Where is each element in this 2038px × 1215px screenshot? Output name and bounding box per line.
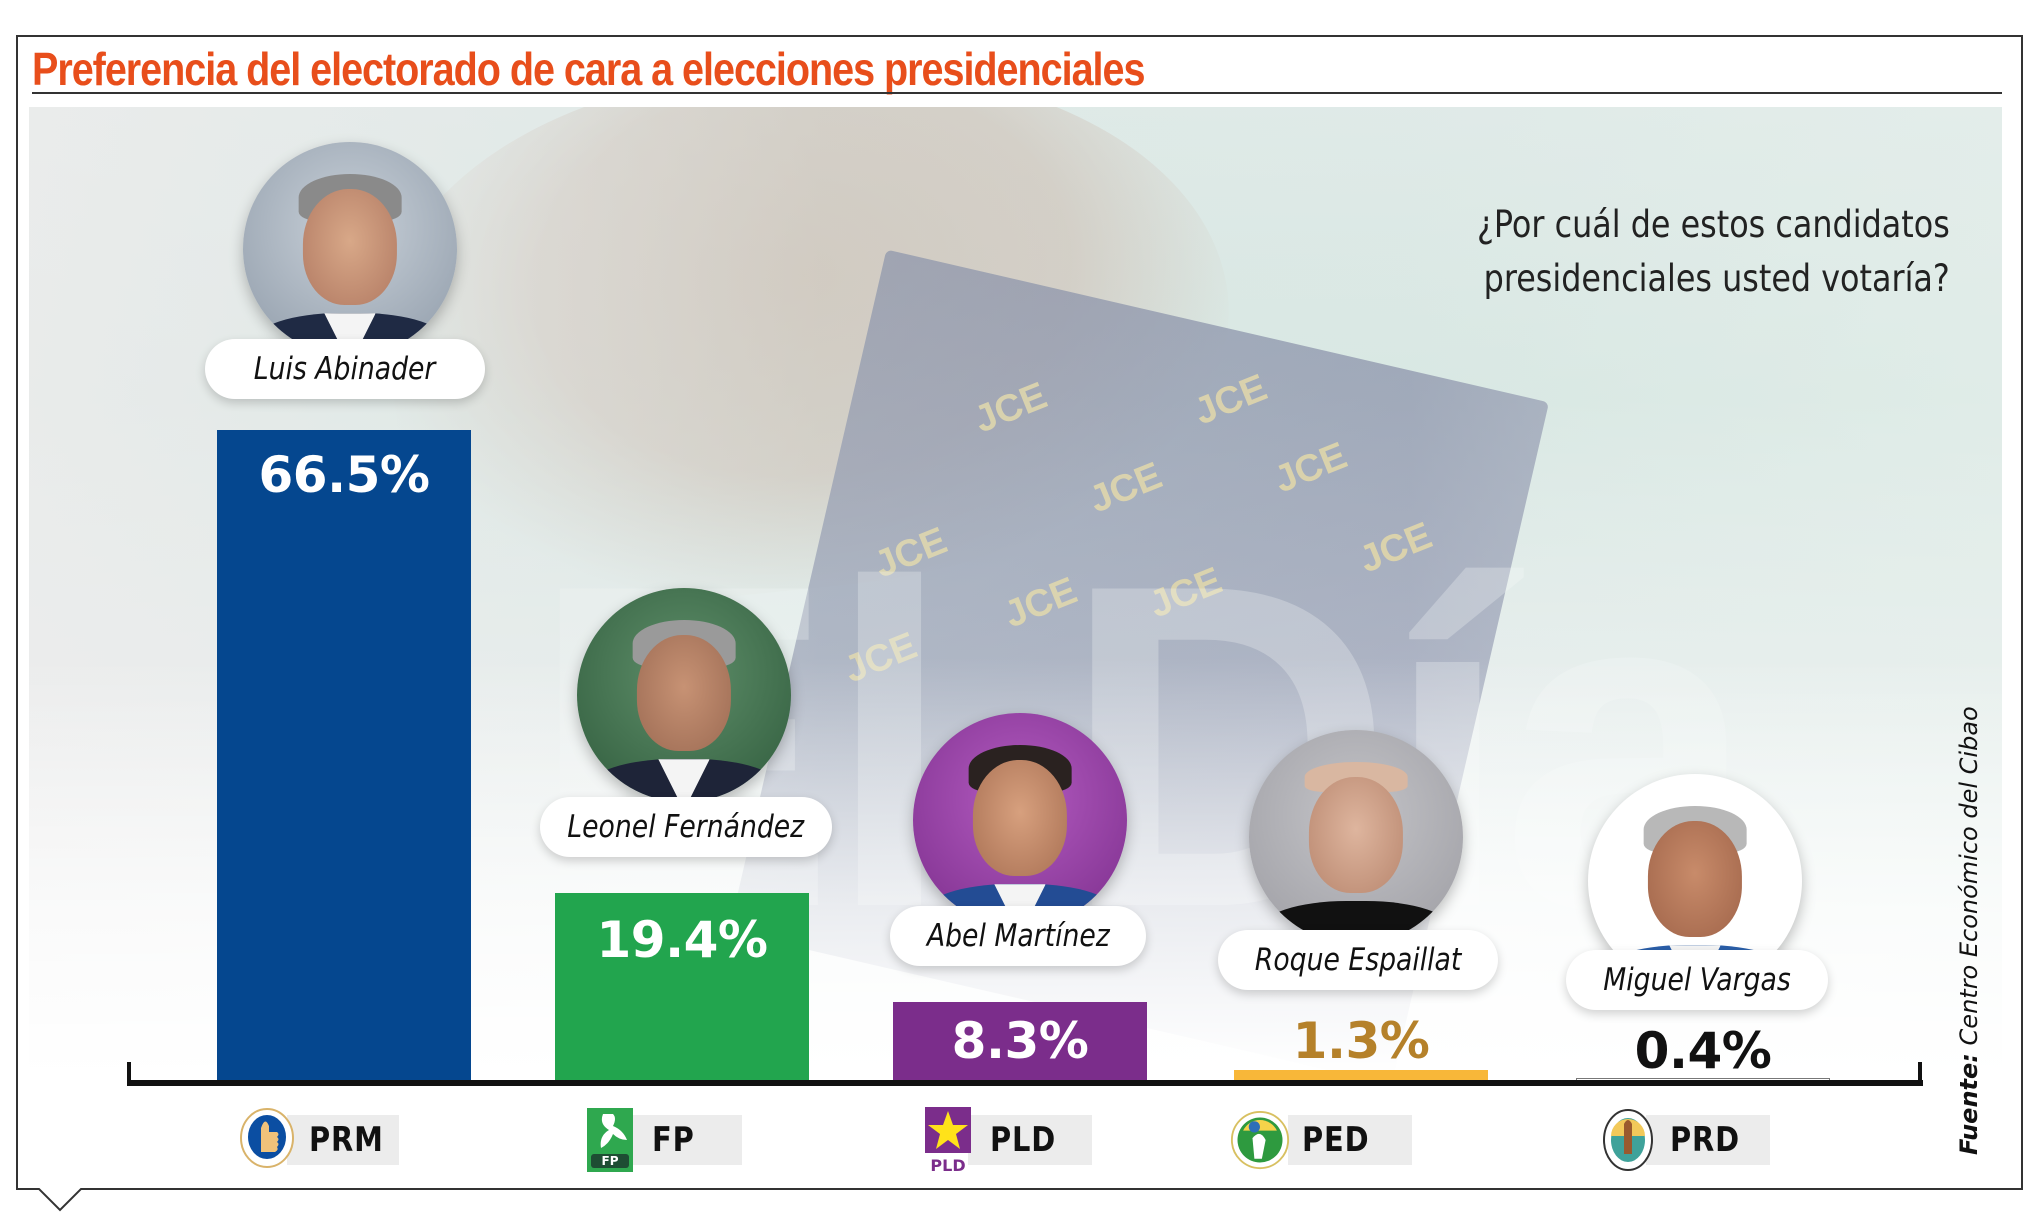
candidate-name: Roque Espaillat [1254,942,1462,978]
avatar-leonel-fernandez [577,588,791,802]
x-axis-line [127,1080,1923,1086]
candidate-name-pill: Leonel Fernández [540,797,832,857]
party-label-prm: PRM [237,1108,399,1172]
bar-ped [1234,1070,1488,1083]
avatar-abel-martinez [913,713,1127,927]
candidate-name: Leonel Fernández [567,809,805,845]
party-name: PLD [990,1120,1057,1160]
avatar-roque-espaillat [1249,730,1463,944]
bar-value-label: 66.5% [258,446,430,504]
bar-value-label: 19.4% [596,911,768,969]
party-name: FP [652,1120,695,1160]
avatar-luis-abinader [243,142,457,356]
axis-tick [1918,1062,1922,1084]
bar-value-label: 8.3% [951,1012,1089,1070]
chart-title: Preferencia del electorado de cara a ele… [32,43,1145,95]
candidate-name-pill: Luis Abinader [205,339,485,399]
source-label: Fuente: [1955,1053,1983,1155]
question-line-2: presidenciales usted votaría? [1483,257,1950,300]
bar-value-label: 1.3% [1292,1012,1430,1070]
frame-pointer-icon [38,1188,82,1212]
bar-value-label: 0.4% [1634,1022,1772,1080]
candidate-name-pill: Roque Espaillat [1218,930,1498,990]
party-name: PRD [1670,1120,1740,1160]
party-name: PED [1302,1120,1370,1160]
party-name: PRM [309,1120,384,1160]
party-label-pld: PLD PLD [918,1107,1092,1173]
bar-fp: 19.4% [555,893,809,1083]
ped-logo-icon [1230,1108,1290,1172]
prm-logo-icon [237,1108,297,1172]
bar-prm: 66.5% [217,430,471,1083]
party-label-fp: FP FP [580,1108,742,1172]
source-note: Fuente: Centro Económico del Cibao [1955,706,1983,1155]
svg-text:FP: FP [602,1154,619,1168]
candidate-name-pill: Abel Martínez [890,906,1146,966]
survey-question: ¿Por cuál de estos candidatos presidenci… [1477,198,1950,306]
pld-logo-icon: PLD [918,1107,978,1173]
svg-text:PLD: PLD [930,1156,965,1173]
party-label-prd: PRD [1598,1108,1770,1172]
party-label-ped: PED [1230,1108,1412,1172]
bar-pld: 8.3% [893,1002,1147,1083]
source-name: Centro Económico del Cibao [1955,706,1983,1046]
candidate-name: Abel Martínez [926,918,1110,954]
candidate-name: Luis Abinader [254,351,436,387]
question-line-1: ¿Por cuál de estos candidatos [1477,203,1950,246]
axis-tick [127,1062,131,1084]
fp-logo-icon: FP [580,1108,640,1172]
prd-logo-icon [1598,1108,1658,1172]
title-divider [32,92,2002,94]
candidate-name-pill: Miguel Vargas [1566,950,1828,1010]
candidate-name: Miguel Vargas [1603,962,1791,998]
